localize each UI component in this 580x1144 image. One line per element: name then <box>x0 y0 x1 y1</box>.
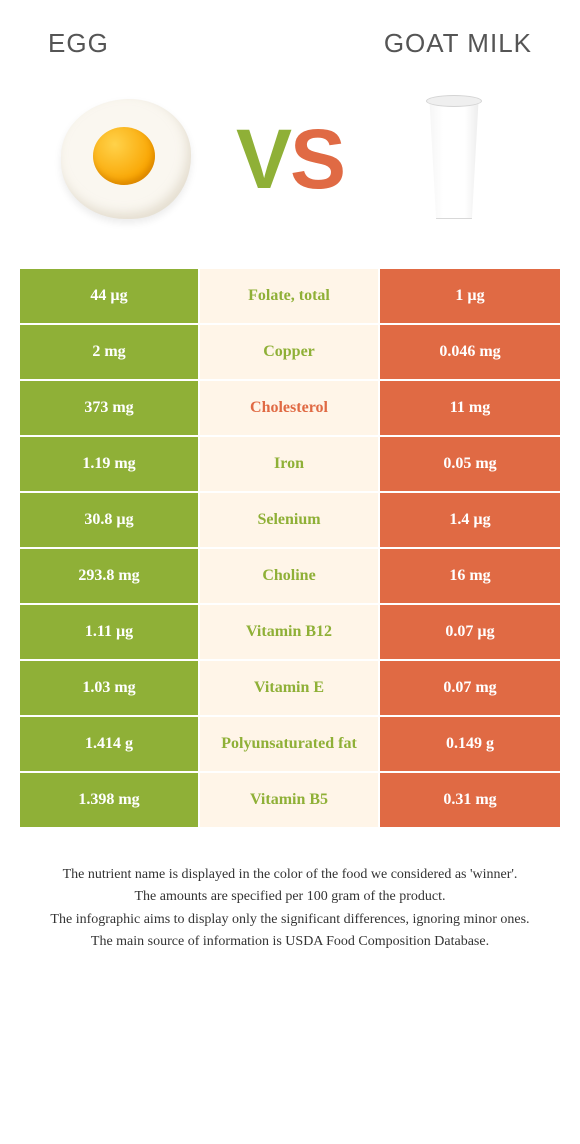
table-row: 44 µgFolate, total1 µg <box>20 269 560 325</box>
nutrient-table: 44 µgFolate, total1 µg2 mgCopper0.046 mg… <box>20 269 560 829</box>
milk-image <box>374 79 534 239</box>
footnote-line: The infographic aims to display only the… <box>30 910 550 930</box>
nutrient-label: Cholesterol <box>200 381 380 437</box>
nutrient-label: Folate, total <box>200 269 380 325</box>
footnote-line: The nutrient name is displayed in the co… <box>30 865 550 885</box>
nutrient-label: Vitamin B12 <box>200 605 380 661</box>
egg-image <box>46 79 206 239</box>
nutrient-label: Vitamin E <box>200 661 380 717</box>
footnotes: The nutrient name is displayed in the co… <box>18 865 562 952</box>
footnote-line: The amounts are specified per 100 gram o… <box>30 887 550 907</box>
milk-glass-icon <box>418 89 490 229</box>
vs-v: V <box>236 112 290 206</box>
left-value: 30.8 µg <box>20 493 200 549</box>
right-value: 16 mg <box>380 549 560 605</box>
left-value: 1.19 mg <box>20 437 200 493</box>
left-value: 293.8 mg <box>20 549 200 605</box>
left-value: 373 mg <box>20 381 200 437</box>
table-row: 2 mgCopper0.046 mg <box>20 325 560 381</box>
table-row: 1.19 mgIron0.05 mg <box>20 437 560 493</box>
nutrient-label: Polyunsaturated fat <box>200 717 380 773</box>
header: EGG GOAT MILK <box>18 28 562 59</box>
right-value: 0.31 mg <box>380 773 560 829</box>
title-left: EGG <box>48 28 109 59</box>
left-value: 44 µg <box>20 269 200 325</box>
fried-egg-icon <box>61 99 191 219</box>
nutrient-label: Iron <box>200 437 380 493</box>
table-row: 1.11 µgVitamin B120.07 µg <box>20 605 560 661</box>
nutrient-label: Selenium <box>200 493 380 549</box>
left-value: 2 mg <box>20 325 200 381</box>
hero-row: VS <box>18 79 562 239</box>
right-value: 1.4 µg <box>380 493 560 549</box>
left-value: 1.03 mg <box>20 661 200 717</box>
right-value: 0.05 mg <box>380 437 560 493</box>
right-value: 1 µg <box>380 269 560 325</box>
title-right: GOAT MILK <box>384 28 532 59</box>
table-row: 1.398 mgVitamin B50.31 mg <box>20 773 560 829</box>
table-row: 1.414 gPolyunsaturated fat0.149 g <box>20 717 560 773</box>
footnote-line: The main source of information is USDA F… <box>30 932 550 952</box>
nutrient-label: Vitamin B5 <box>200 773 380 829</box>
left-value: 1.11 µg <box>20 605 200 661</box>
table-row: 373 mgCholesterol11 mg <box>20 381 560 437</box>
vs-label: VS <box>236 117 344 201</box>
right-value: 0.07 mg <box>380 661 560 717</box>
right-value: 11 mg <box>380 381 560 437</box>
left-value: 1.414 g <box>20 717 200 773</box>
right-value: 0.046 mg <box>380 325 560 381</box>
nutrient-label: Choline <box>200 549 380 605</box>
nutrient-label: Copper <box>200 325 380 381</box>
table-row: 293.8 mgCholine16 mg <box>20 549 560 605</box>
right-value: 0.149 g <box>380 717 560 773</box>
vs-s: S <box>290 112 344 206</box>
egg-yolk-icon <box>93 127 155 185</box>
left-value: 1.398 mg <box>20 773 200 829</box>
table-row: 30.8 µgSelenium1.4 µg <box>20 493 560 549</box>
right-value: 0.07 µg <box>380 605 560 661</box>
table-row: 1.03 mgVitamin E0.07 mg <box>20 661 560 717</box>
